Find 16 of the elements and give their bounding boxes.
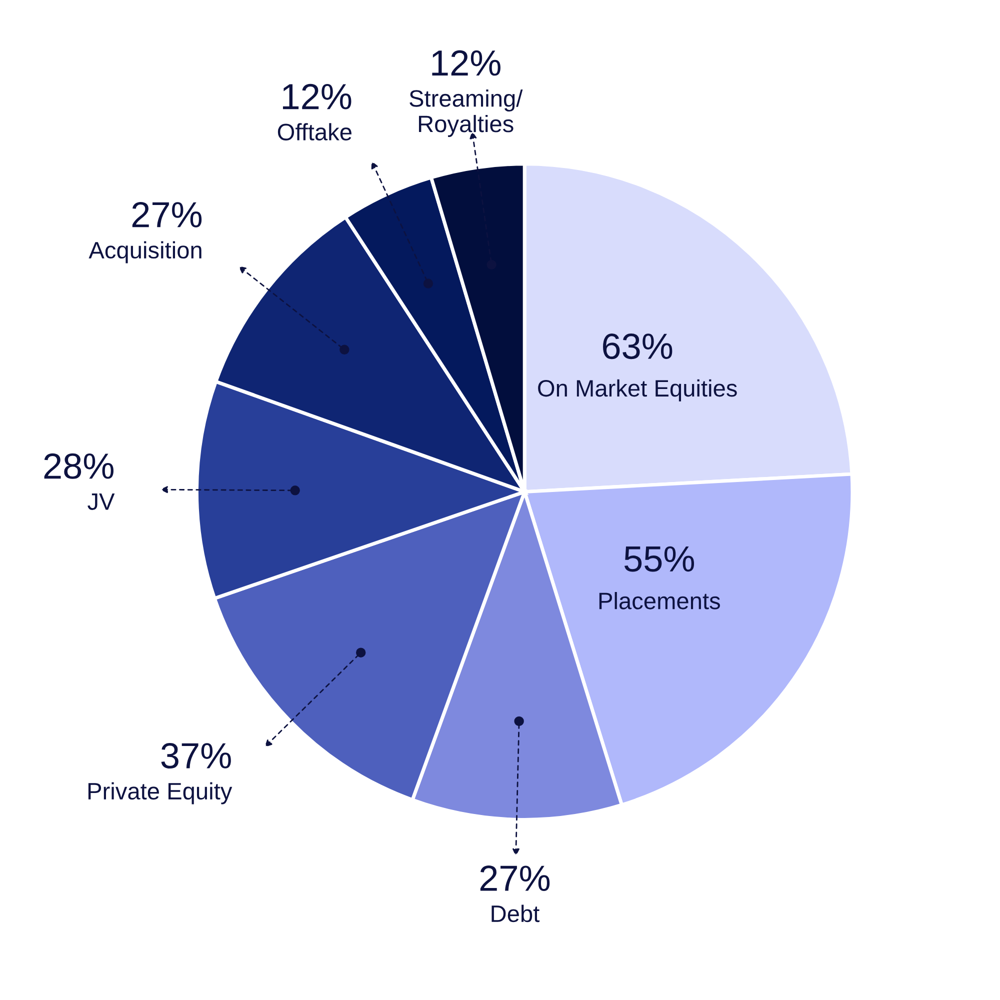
slice-label: On Market Equities: [538, 379, 737, 402]
data-label: 27%: [480, 866, 550, 891]
slice-label: Placements: [599, 592, 720, 610]
data-label: 27%: [132, 202, 202, 228]
data-label: 28%: [44, 453, 114, 479]
slice-label: Streaming/ Royalties: [410, 90, 523, 137]
slice-label: JV: [88, 493, 115, 510]
data-label: 55%: [624, 546, 694, 572]
data-label: 63%: [603, 334, 672, 360]
slice-label: Private Equity: [88, 782, 232, 804]
data-label: 12%: [282, 84, 352, 110]
slice-label: Acquisition: [88, 241, 202, 264]
data-label: 37%: [161, 742, 231, 769]
data-label: 12%: [432, 50, 500, 76]
slice-label: Offtake: [278, 123, 352, 140]
slice-label: Debt: [492, 904, 540, 922]
